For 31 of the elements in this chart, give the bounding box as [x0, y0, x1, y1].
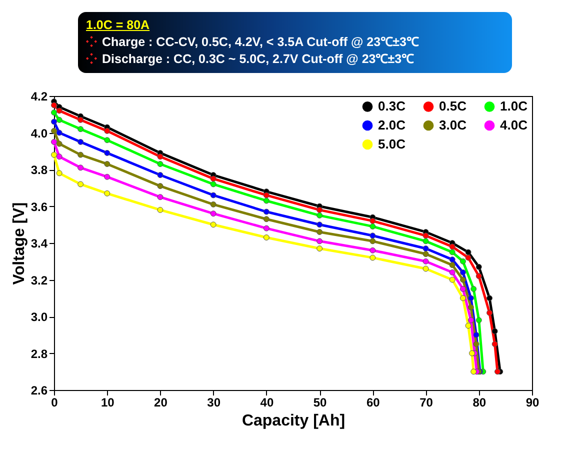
legend-label: 3.0C: [439, 118, 468, 132]
x-axis-title: Capacity [Ah]: [242, 412, 346, 430]
y-tick-label: 3.2: [30, 273, 48, 288]
legend-label: 4.0C: [500, 118, 528, 132]
y-tick-label: 2.6: [30, 384, 48, 398]
x-tick-label: 70: [420, 396, 434, 410]
x-tick-label: 80: [472, 396, 486, 410]
y-tick-label: 4.0: [30, 126, 48, 140]
y-tick-label: 4.2: [30, 90, 48, 104]
x-tick-label: 50: [313, 396, 328, 410]
x-tick-label: 60: [366, 396, 380, 410]
legend-label: 5.0C: [378, 136, 406, 152]
x-tick-label: 30: [207, 396, 221, 410]
x-tick-label: 10: [100, 396, 115, 410]
text: Charge : CC-CV, 0.5C, 4.2V, < 3.5A Cut-off @ 23℃±3℃: [102, 35, 418, 49]
chart-title: 1.0C = 80A: [86, 17, 151, 34]
x-tick-label: 90: [526, 396, 540, 410]
legend-label: 1.0C: [500, 98, 528, 114]
legend-label: 2.0C: [378, 118, 406, 132]
x-tick-label: 0: [51, 396, 58, 410]
y-tick-label: 2.8: [30, 346, 48, 361]
y-axis-title: Voltage [V]: [10, 202, 28, 285]
text: Discharge : CC, 0.3C ~ 5.0C, 2.7V Cut-off @ 23℃±3℃: [102, 52, 414, 66]
legend-label: 0.3C: [378, 98, 406, 114]
y-tick-label: 3.0: [30, 310, 48, 324]
legend-label: 0.5C: [439, 98, 468, 114]
x-tick-label: 20: [154, 396, 168, 410]
y-tick-label: 3.8: [30, 163, 48, 177]
y-tick-label: 3.4: [30, 236, 48, 250]
x-tick-label: 40: [260, 396, 274, 410]
y-tick-label: 3.6: [30, 200, 48, 214]
